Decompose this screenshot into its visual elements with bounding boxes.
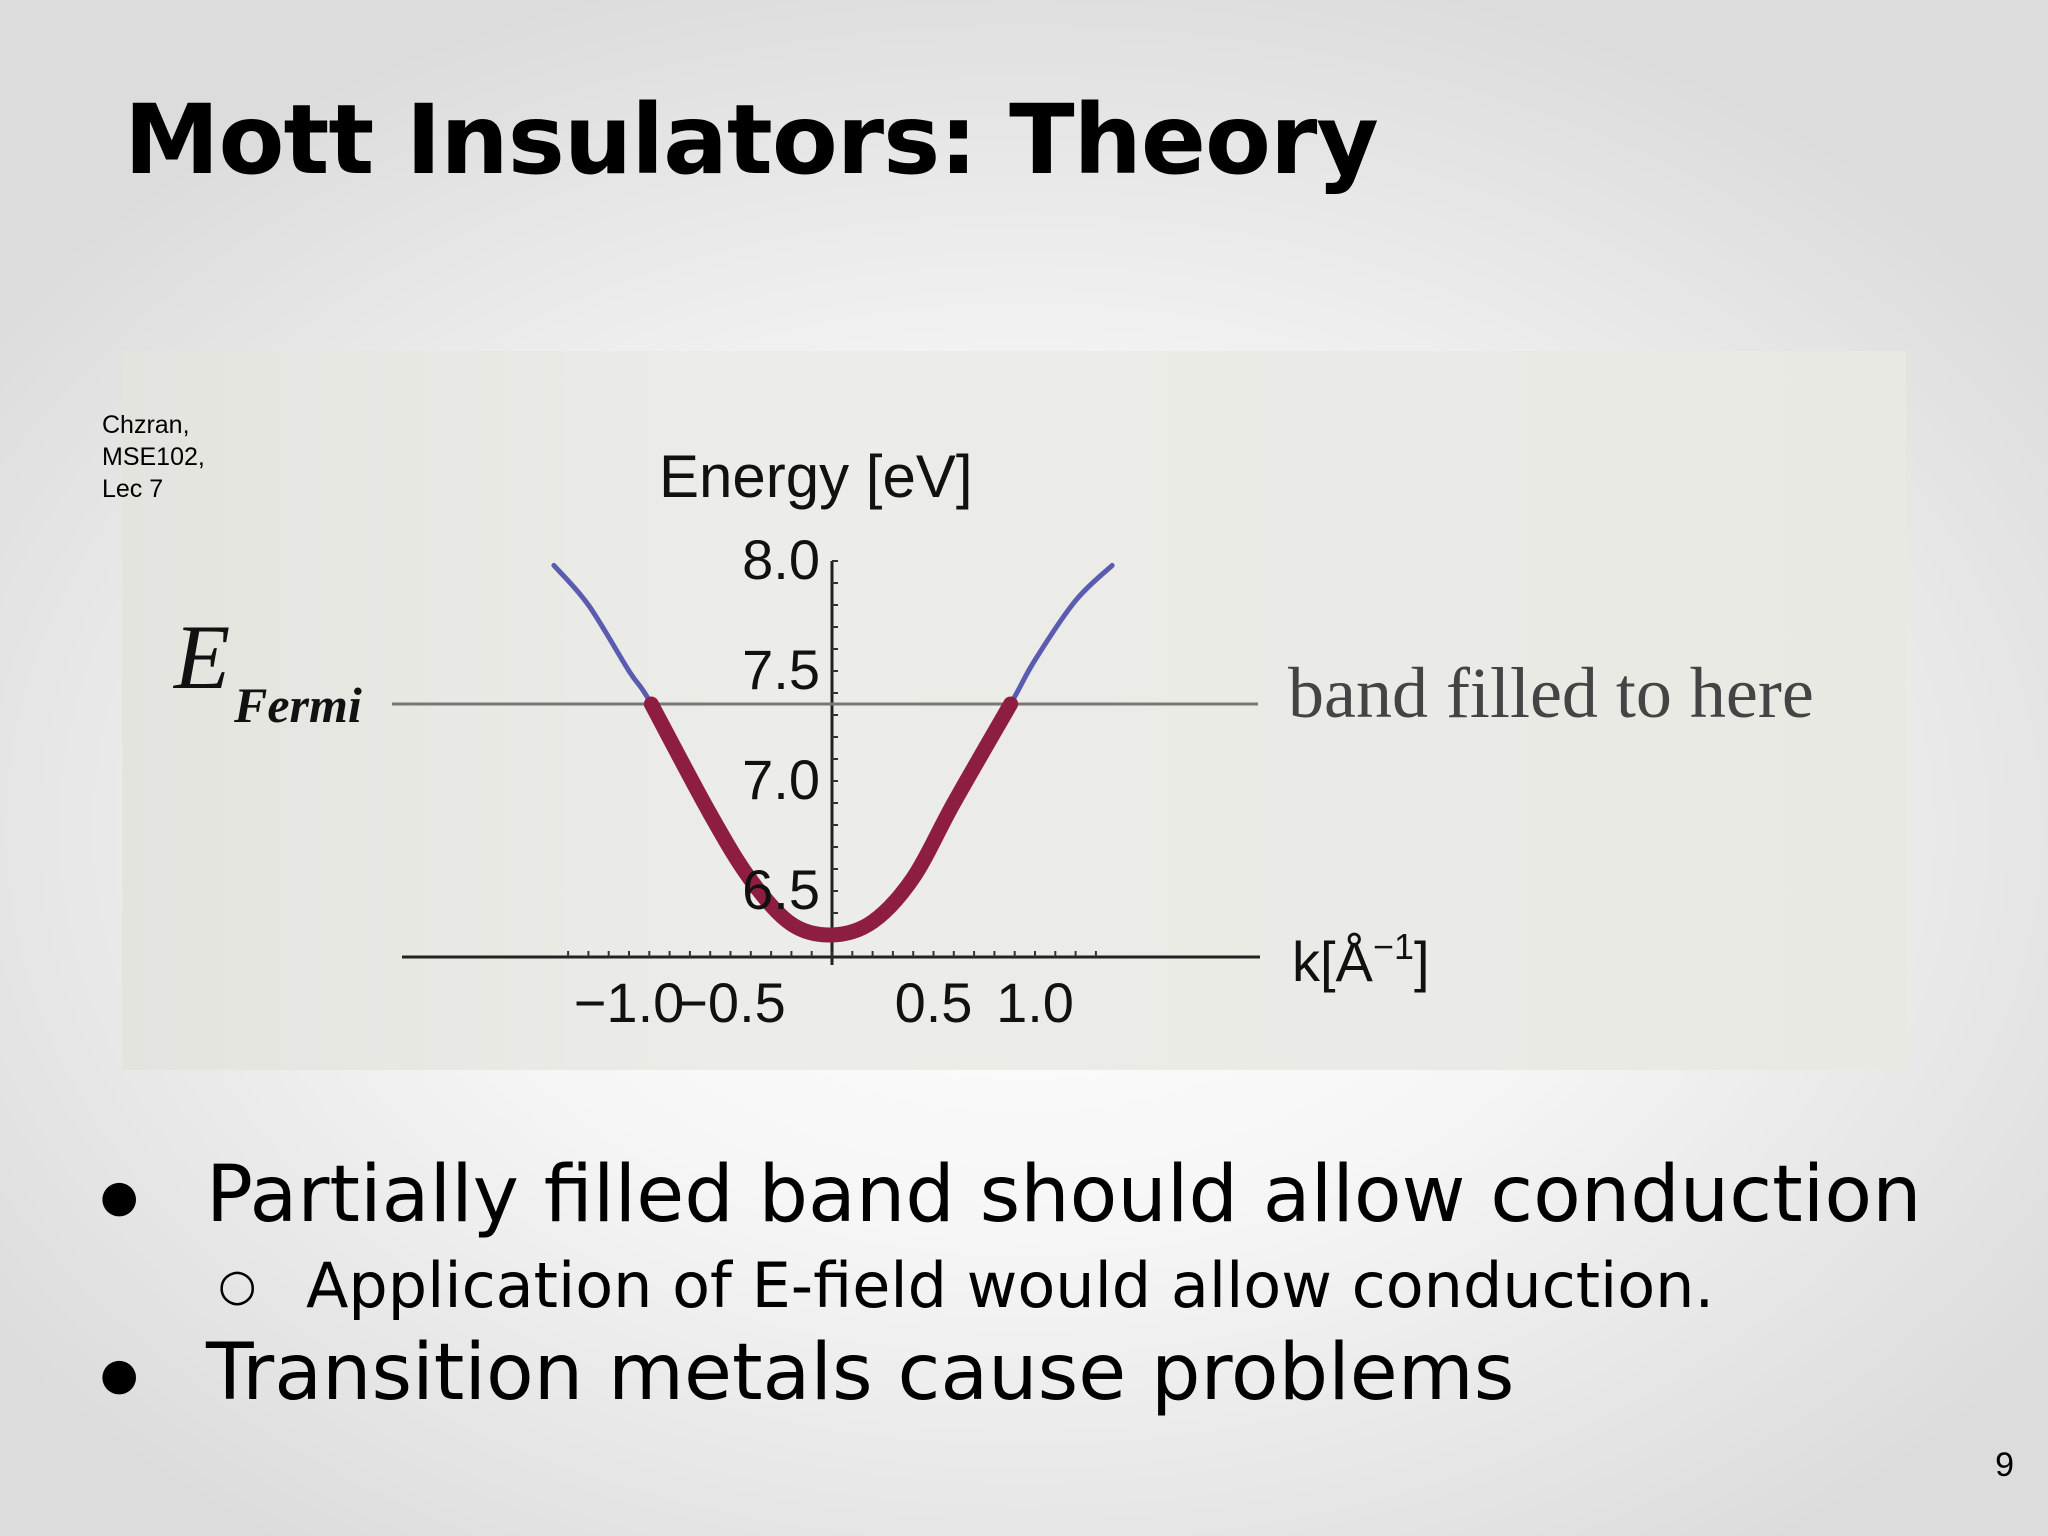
filled-band-curve: [643, 696, 1019, 943]
y-tick-label: 8.0: [742, 528, 820, 591]
band-curve-group: [551, 562, 1115, 943]
image-credit: Chzran, MSE102, Lec 7: [102, 409, 205, 505]
x-tick-label: −1.0: [574, 971, 685, 1034]
page-number: 9: [1995, 1446, 2014, 1484]
bullet-marker: ●: [100, 1171, 139, 1222]
x-axis-label: k[Å−1]: [1292, 926, 1430, 993]
fermi-label-main: E: [172, 606, 230, 708]
bullet-text: Partially filled band should allow condu…: [206, 1150, 1922, 1240]
fermi-label-subscript: Fermi: [233, 677, 362, 733]
chart-axes: [402, 560, 1260, 965]
x-tick-label: −0.5: [675, 971, 786, 1034]
x-tick-label: 1.0: [996, 971, 1074, 1034]
bullet-marker: ●: [100, 1349, 139, 1400]
sub-bullet-text: Application of E-field would allow condu…: [306, 1249, 1715, 1322]
x-tick-label: 0.5: [895, 971, 973, 1034]
y-axis-label: Energy [eV]: [659, 443, 973, 510]
fermi-annotation: band filled to here: [1288, 653, 1814, 733]
y-tick-label: 7.0: [742, 748, 820, 811]
bullet-text: Transition metals cause problems: [206, 1328, 1515, 1418]
credit-line: Chzran,: [102, 411, 190, 439]
credit-line: MSE102,: [102, 443, 205, 471]
sub-bullet-marker: ○: [218, 1260, 257, 1311]
slide-title: Mott Insulators: Theory: [124, 84, 1379, 196]
tick-group: 8.0 7.5 7.0 6.5 −1.0−0.5 0.5 1.0: [574, 528, 1074, 1034]
label-group: Energy [eV] k[Å−1] E Fermi band filled to he…: [172, 443, 1814, 993]
band-structure-chart: 8.0 7.5 7.0 6.5 −1.0−0.5 0.5 1.0 Energy [eV] k[…: [172, 443, 1814, 1034]
band-structure-figure: 8.0 7.5 7.0 6.5 −1.0 −0.5 0.5 1.0 Energy [eV] k[…: [122, 351, 1906, 1070]
credit-line: Lec 7: [102, 475, 164, 503]
y-tick-label: 7.5: [742, 638, 820, 701]
y-tick-label: 6.5: [742, 858, 820, 921]
